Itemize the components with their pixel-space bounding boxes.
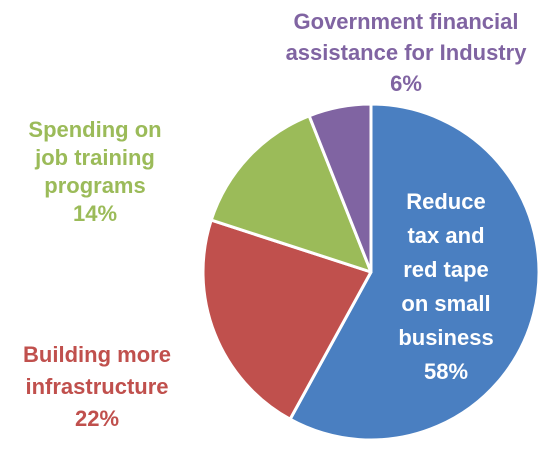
slice-label-infrastructure: Building more infrastructure 22% xyxy=(23,342,171,431)
slice-label-line: Building more xyxy=(23,342,171,367)
slice-label-line: Spending on xyxy=(28,117,161,142)
slice-label-line: tax and xyxy=(407,223,484,248)
pie-slice-financial-assistance xyxy=(307,102,373,274)
slice-label-reduce-tax: Reduce tax and red tape on small business 58% xyxy=(398,189,493,384)
slice-label-line: Reduce xyxy=(406,189,485,214)
slice-label-line: Government financial xyxy=(294,9,519,34)
slice-label-line: programs xyxy=(44,173,145,198)
slice-value-label: 14% xyxy=(73,201,117,226)
slice-value-label: 6% xyxy=(390,71,422,96)
slice-label-line: on small xyxy=(401,291,490,316)
slice-label-line: infrastructure xyxy=(25,374,168,399)
pie-labels: Reduce tax and red tape on small business 58%… xyxy=(23,9,527,431)
slice-label-line: business xyxy=(398,325,493,350)
slice-label-line: assistance for Industry xyxy=(286,40,528,65)
slice-label-line: job training xyxy=(34,145,155,170)
pie-slices xyxy=(201,102,541,442)
pie-slice-reduce-tax xyxy=(288,102,541,442)
slice-label-job-training: Spending on job training programs 14% xyxy=(28,117,161,226)
slice-label-financial-assistance: Government financial assistance for Indus… xyxy=(286,9,528,96)
slice-label-line: red tape xyxy=(403,257,489,282)
slice-value-label: 22% xyxy=(75,406,119,431)
pie-slice-job-training xyxy=(209,114,373,274)
pie-slice-infrastructure xyxy=(201,218,373,421)
slice-value-label: 58% xyxy=(424,359,468,384)
